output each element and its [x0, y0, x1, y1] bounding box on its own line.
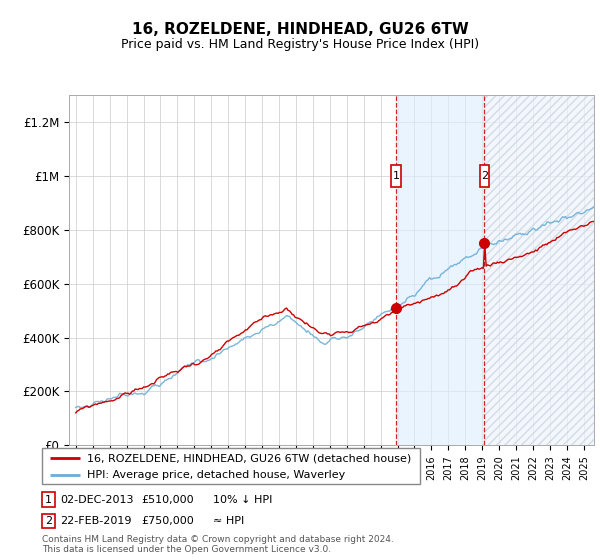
Text: This data is licensed under the Open Government Licence v3.0.: This data is licensed under the Open Gov… [42, 545, 331, 554]
Text: 2: 2 [45, 516, 52, 526]
Bar [396, 95, 484, 445]
FancyBboxPatch shape [479, 165, 489, 187]
Text: ≈ HPI: ≈ HPI [213, 516, 244, 526]
FancyBboxPatch shape [391, 165, 401, 187]
FancyBboxPatch shape [42, 448, 420, 484]
Text: £510,000: £510,000 [141, 494, 194, 505]
Text: 1: 1 [392, 171, 400, 181]
Text: Contains HM Land Registry data © Crown copyright and database right 2024.: Contains HM Land Registry data © Crown c… [42, 535, 394, 544]
Text: 10% ↓ HPI: 10% ↓ HPI [213, 494, 272, 505]
Text: 22-FEB-2019: 22-FEB-2019 [60, 516, 131, 526]
Text: 2: 2 [481, 171, 488, 181]
Text: 1: 1 [45, 494, 52, 505]
Text: Price paid vs. HM Land Registry's House Price Index (HPI): Price paid vs. HM Land Registry's House … [121, 38, 479, 51]
Text: 16, ROZELDENE, HINDHEAD, GU26 6TW (detached house): 16, ROZELDENE, HINDHEAD, GU26 6TW (detac… [88, 454, 412, 464]
Text: 02-DEC-2013: 02-DEC-2013 [60, 494, 133, 505]
Text: £750,000: £750,000 [141, 516, 194, 526]
Text: 16, ROZELDENE, HINDHEAD, GU26 6TW: 16, ROZELDENE, HINDHEAD, GU26 6TW [131, 22, 469, 38]
Bar [484, 95, 594, 445]
Text: HPI: Average price, detached house, Waverley: HPI: Average price, detached house, Wave… [88, 470, 346, 480]
